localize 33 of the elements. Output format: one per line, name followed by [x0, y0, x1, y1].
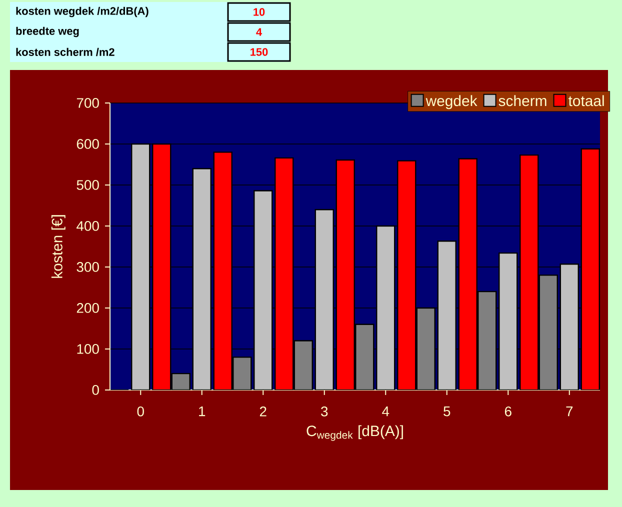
- x-tick-label: 7: [566, 406, 573, 416]
- y-tick-label: 600: [76, 139, 99, 149]
- x-tick-label: 0: [137, 406, 144, 416]
- x-tick-label: 4: [382, 406, 390, 416]
- bar: [294, 340, 313, 390]
- text: kosten scherm /m2: [16, 48, 114, 56]
- bar: [416, 307, 436, 390]
- x-tick-label: 5: [444, 406, 450, 416]
- y-tick-label: 300: [76, 262, 99, 272]
- text: kosten wegdek /m2/dB(A): [16, 6, 148, 18]
- y-tick-label: 0: [92, 385, 99, 395]
- x-tick-label: 6: [504, 406, 512, 416]
- bar: [478, 290, 497, 390]
- x-tick-label: 3: [321, 406, 328, 416]
- x-tick-label: 1: [199, 406, 206, 416]
- bar: [538, 274, 558, 390]
- y-tick-label: 100: [77, 344, 99, 354]
- text: breedte weg: [16, 26, 79, 38]
- text: 10: [254, 8, 265, 16]
- legend-label: scherm: [498, 95, 546, 106]
- y-axis-title: kosten [€]: [51, 215, 66, 278]
- y-tick-label: 400: [76, 221, 99, 231]
- x-axis-title: C$_{wegdek}$ [dB(A)]: [306, 425, 403, 441]
- legend-label: totaal: [568, 95, 604, 106]
- y-tick-label: 200: [76, 303, 99, 313]
- bar: [232, 356, 252, 390]
- bar: [355, 324, 374, 390]
- x-tick-label: 2: [260, 406, 266, 416]
- y-tick-label: 700: [76, 98, 99, 108]
- text: 150: [250, 48, 268, 56]
- y-tick-label: 500: [76, 180, 99, 190]
- legend-label: wegdek: [426, 95, 478, 110]
- text: 4: [256, 28, 262, 36]
